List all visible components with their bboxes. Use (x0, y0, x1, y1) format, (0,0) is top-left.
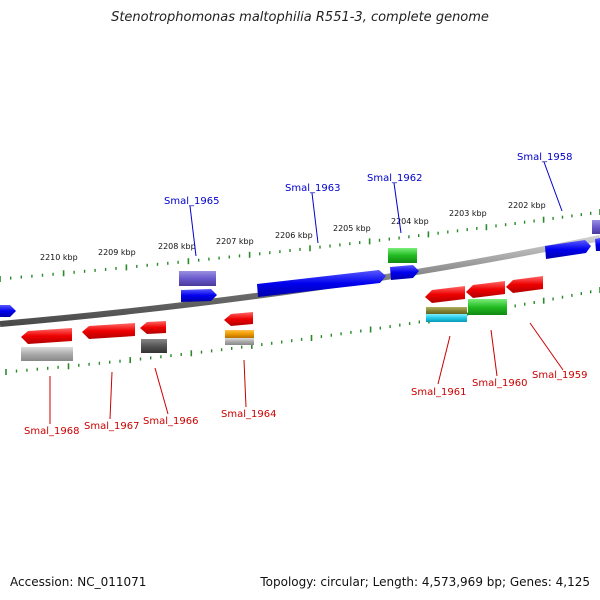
accession-text: Accession: NC_011071 (10, 575, 147, 589)
scale-labels: 2210 kbp 2209 kbp 2208 kbp 2207 kbp 2206… (40, 201, 546, 262)
gene-arrow[interactable] (506, 276, 543, 293)
gene-arrow[interactable] (21, 328, 72, 344)
gene-label-smal-1963[interactable]: Smal_1963 (285, 183, 340, 194)
reverse-genes (21, 276, 543, 361)
callout-line (154, 367, 169, 415)
gene-label-smal-1965[interactable]: Smal_1965 (164, 196, 219, 207)
gene-arrow[interactable] (595, 238, 600, 251)
callout-lines (49, 161, 564, 424)
callout-line (529, 322, 564, 371)
gene-feature-box[interactable] (225, 338, 254, 345)
gene-arrow[interactable] (390, 265, 419, 280)
gene-label-smal-1967[interactable]: Smal_1967 (84, 421, 139, 432)
genome-summary-text: Topology: circular; Length: 4,573,969 bp… (260, 575, 590, 589)
gene-feature-box[interactable] (426, 314, 467, 322)
gene-arrow[interactable] (466, 281, 505, 298)
gene-label-smal-1960[interactable]: Smal_1960 (472, 378, 527, 389)
scale-label-2204: 2204 kbp (391, 217, 429, 226)
gene-arrow[interactable] (140, 321, 166, 334)
scale-label-2207: 2207 kbp (216, 237, 254, 246)
callout-line (543, 161, 563, 212)
gene-arrow[interactable] (425, 286, 465, 303)
gene-arrow[interactable] (257, 270, 386, 297)
gene-label-smal-1968[interactable]: Smal_1968 (24, 426, 79, 437)
scale-label-2210: 2210 kbp (40, 253, 78, 262)
scale-label-2205: 2205 kbp (333, 224, 371, 233)
gene-label-smal-1962[interactable]: Smal_1962 (367, 173, 422, 184)
scale-ticks (0, 209, 600, 375)
gene-arrow[interactable] (224, 312, 253, 326)
gene-feature-box[interactable] (141, 339, 167, 353)
gene-arrow[interactable] (82, 323, 135, 339)
gene-feature-box[interactable] (225, 330, 254, 338)
gene-label-smal-1966[interactable]: Smal_1966 (143, 416, 198, 427)
gene-label-smal-1964[interactable]: Smal_1964 (221, 409, 276, 420)
scale-label-2203: 2203 kbp (449, 209, 487, 218)
callout-line (243, 359, 247, 408)
gene-feature-box[interactable] (426, 307, 467, 315)
gene-feature-box[interactable] (468, 299, 507, 315)
gene-arrow[interactable] (181, 289, 217, 302)
callout-line (311, 192, 319, 244)
gene-arrow[interactable] (545, 240, 591, 259)
scale-label-2206: 2206 kbp (275, 231, 313, 240)
gene-arrow[interactable] (0, 305, 16, 317)
forward-genes (0, 220, 600, 317)
callout-line (393, 182, 402, 234)
scale-label-2209: 2209 kbp (98, 248, 136, 257)
gene-feature-box[interactable] (388, 248, 417, 263)
gene-feature-box[interactable] (592, 220, 600, 234)
gene-labels: Smal_1958 Smal_1962 Smal_1963 Smal_1965 … (24, 152, 587, 437)
map-title: Stenotrophomonas maltophilia R551-3, com… (111, 10, 489, 25)
gene-label-smal-1961[interactable]: Smal_1961 (411, 387, 466, 398)
scale-label-2208: 2208 kbp (158, 242, 196, 251)
callout-line (490, 329, 498, 377)
callout-line (189, 205, 197, 257)
gene-feature-box[interactable] (179, 271, 216, 286)
callout-line (109, 371, 113, 420)
gene-label-smal-1959[interactable]: Smal_1959 (532, 370, 587, 381)
gene-label-smal-1958[interactable]: Smal_1958 (517, 152, 572, 163)
scale-label-2202: 2202 kbp (508, 201, 546, 210)
gene-feature-box[interactable] (21, 347, 73, 361)
callout-line (437, 335, 451, 385)
